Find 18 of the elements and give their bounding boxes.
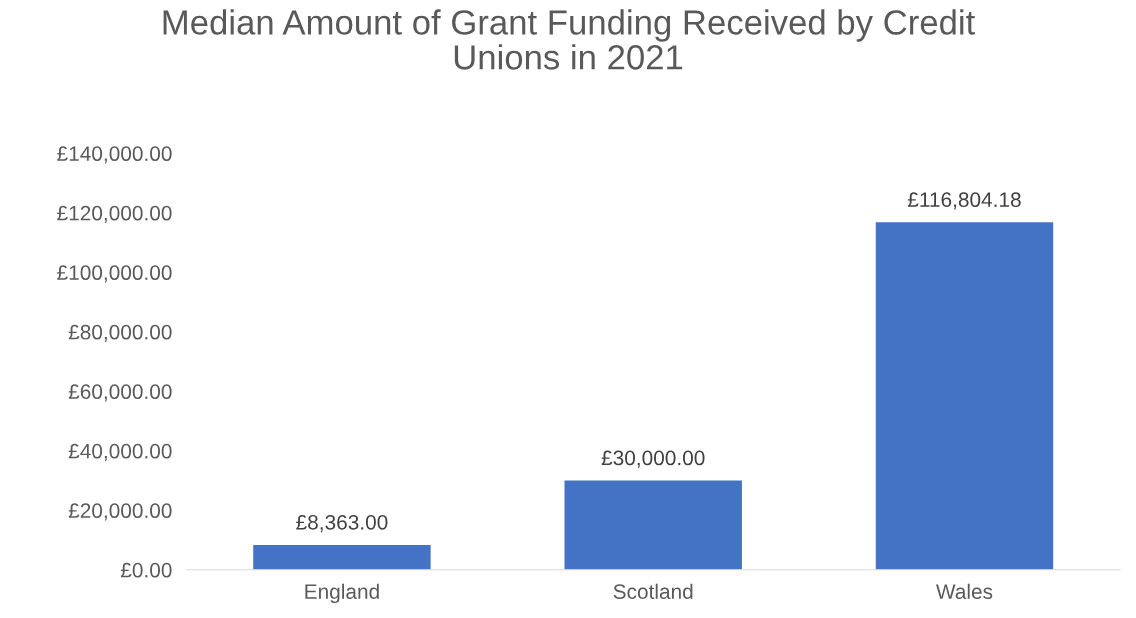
data-label: £116,804.18 bbox=[907, 192, 1021, 210]
y-tick-label: £40,000.00 bbox=[68, 443, 172, 461]
data-label: £30,000.00 bbox=[601, 450, 705, 468]
y-tick-label: £100,000.00 bbox=[57, 265, 172, 283]
y-tick-label: £120,000.00 bbox=[57, 205, 172, 223]
x-tick-label: Scotland bbox=[613, 583, 693, 599]
y-tick-label: £140,000.00 bbox=[57, 146, 172, 164]
data-label: £8,363.00 bbox=[296, 514, 388, 533]
y-tick-label: £80,000.00 bbox=[68, 324, 172, 342]
bar bbox=[875, 222, 1054, 570]
bar bbox=[253, 544, 431, 570]
y-tick-label: £20,000.00 bbox=[68, 503, 172, 521]
bar bbox=[564, 480, 742, 570]
y-tick-label: £60,000.00 bbox=[68, 384, 172, 402]
y-tick-label: £0.00 bbox=[120, 562, 172, 578]
chart-title: Median Amount of Grant Funding Received by Credit Unions in 2021 bbox=[163, 9, 976, 70]
x-tick-label: England bbox=[305, 583, 379, 604]
x-tick-label: Wales bbox=[936, 583, 993, 599]
